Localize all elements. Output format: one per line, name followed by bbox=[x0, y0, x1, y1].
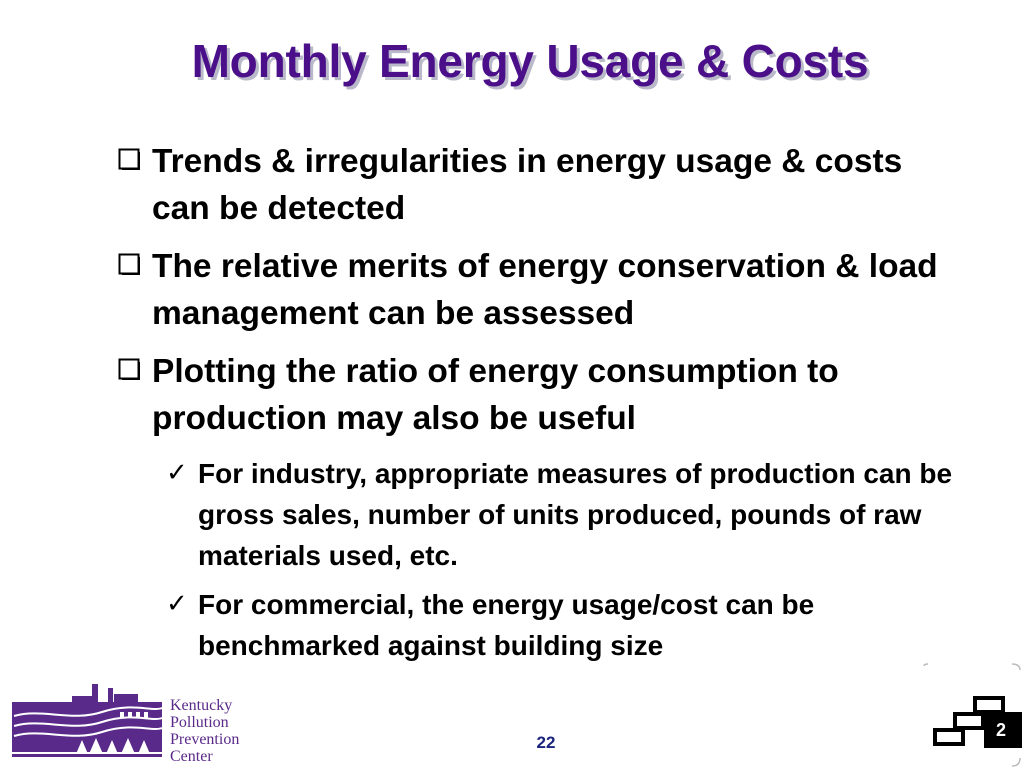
page-number: 22 bbox=[536, 733, 556, 752]
checkmark-icon: ✓ bbox=[166, 458, 188, 488]
sub-bullet-text: For industry, appropriate measures of pr… bbox=[198, 458, 953, 571]
bullet-item: Plotting the ratio of energy consumption… bbox=[114, 348, 964, 442]
bullet-text: Plotting the ratio of energy consumption… bbox=[152, 353, 839, 437]
bullet-item: Trends & irregularities in energy usage … bbox=[114, 138, 964, 232]
checkbox-square-icon bbox=[118, 358, 140, 380]
sub-bullet-text: For commercial, the energy usage/cost ca… bbox=[198, 589, 815, 661]
logo-line: Pollution bbox=[170, 714, 229, 731]
sub-bullet-item: ✓ For industry, appropriate measures of … bbox=[114, 453, 964, 576]
checkbox-square-icon bbox=[118, 148, 140, 170]
sub-bullet-item: ✓ For commercial, the energy usage/cost … bbox=[114, 584, 964, 666]
logo-line: Kentucky bbox=[170, 697, 233, 714]
checkmark-icon: ✓ bbox=[166, 589, 188, 619]
corner-number: 2 bbox=[996, 720, 1006, 740]
bullet-item: The relative merits of energy conservati… bbox=[114, 243, 964, 337]
checkbox-square-icon bbox=[118, 253, 140, 275]
bullet-list: Trends & irregularities in energy usage … bbox=[114, 138, 964, 674]
bullet-text: Trends & irregularities in energy usage … bbox=[152, 143, 903, 227]
kppc-logo-text: Kentucky Pollution Prevention Center bbox=[170, 697, 239, 765]
slide-title: Monthly Energy Usage & Costs bbox=[191, 35, 869, 87]
kppc-logo-graphic bbox=[12, 684, 163, 757]
bullet-text: The relative merits of energy conservati… bbox=[152, 248, 938, 332]
logo-line: Prevention bbox=[170, 731, 240, 748]
logo-line: Center bbox=[170, 748, 213, 765]
stairs-icon: 2 bbox=[923, 663, 1022, 767]
